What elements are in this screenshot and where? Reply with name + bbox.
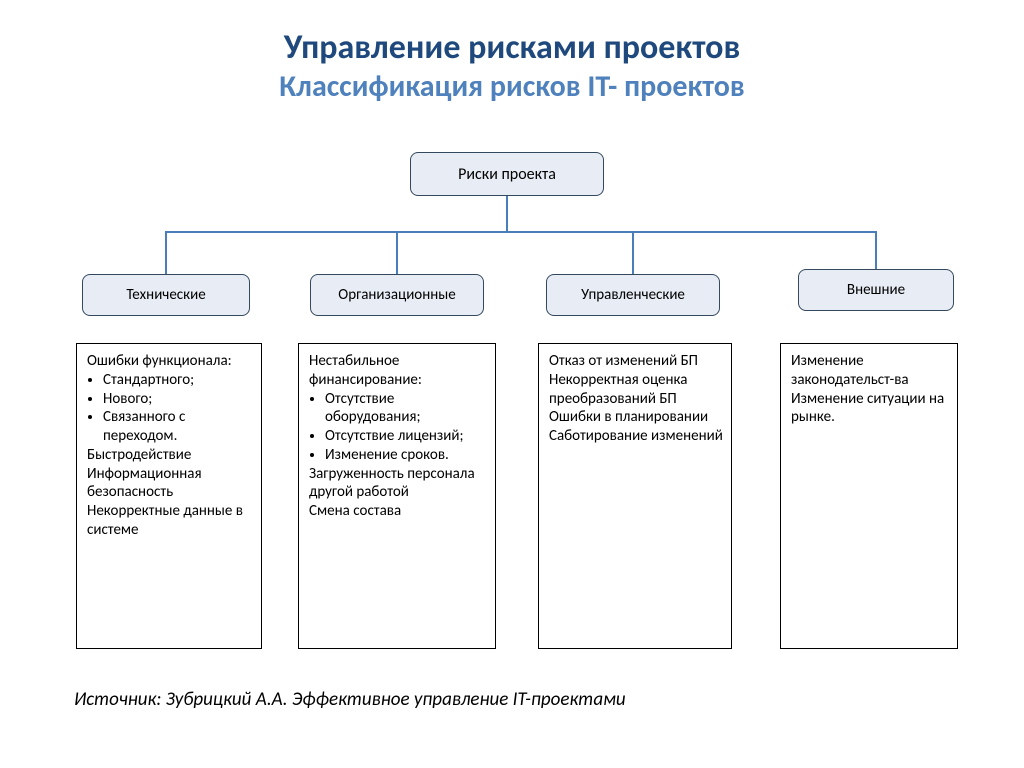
category-node-label: Технические — [126, 286, 205, 304]
detail-bullet-item: Изменение сроков. — [325, 446, 489, 465]
category-node-tech: Технические — [82, 274, 250, 316]
title-main: Управление рисками проектов — [0, 28, 1024, 67]
title-sub: Классификация рисков IT- проектов — [0, 69, 1024, 105]
detail-line-item: Смена состава — [309, 502, 489, 521]
category-node-mgmt: Управленческие — [546, 274, 720, 316]
detail-box-mgmt: Отказ от изменений БПНекорректная оценка… — [538, 343, 732, 649]
source-citation: Источник: Зубрицкий А.А. Эффективное упр… — [74, 688, 626, 711]
detail-line-item: Нестабильное финансирование: — [309, 352, 489, 390]
category-node-label: Внешние — [847, 281, 905, 299]
detail-line-item: Ошибки в планировании — [549, 408, 725, 427]
detail-line-item: Отказ от изменений БП — [549, 352, 725, 371]
detail-line-item: Загруженность персонала другой работой — [309, 465, 489, 503]
category-node-org: Организационные — [310, 274, 484, 316]
detail-line-item: Информационная безопасность — [87, 465, 255, 503]
root-node-label: Риски проекта — [458, 165, 556, 184]
detail-bullet-item: Отсутствие лицензий; — [325, 427, 489, 446]
detail-line-item: Некорректная оценка преобразований БП — [549, 371, 725, 409]
category-node-label: Управленческие — [581, 286, 685, 304]
root-node: Риски проекта — [410, 152, 604, 196]
detail-bullet-item: Связанного с переходом. — [103, 408, 255, 446]
detail-line-item: Некорректные данные в системе — [87, 502, 255, 540]
title-block: Управление рисками проектов Классификаци… — [0, 0, 1024, 105]
detail-bullet-item: Отсутствие оборудования; — [325, 390, 489, 428]
detail-box-org: Нестабильное финансирование:Отсутствие о… — [298, 343, 496, 649]
detail-line-item: Быстродействие — [87, 446, 255, 465]
detail-bullet-item: Стандартного; — [103, 371, 255, 390]
detail-line-item: Изменение законодательст-ва — [791, 352, 951, 390]
detail-line-item: Саботирование изменений — [549, 427, 725, 446]
category-node-ext: Внешние — [798, 269, 954, 311]
detail-line-item: Изменение ситуации на рынке. — [791, 390, 951, 428]
category-node-label: Организационные — [338, 286, 455, 304]
detail-line-item: Ошибки функционала: — [87, 352, 255, 371]
detail-box-tech: Ошибки функционала:Стандартного;Нового;С… — [76, 343, 262, 649]
detail-bullet-item: Нового; — [103, 390, 255, 409]
detail-box-ext: Изменение законодательст-ваИзменение сит… — [780, 343, 958, 649]
